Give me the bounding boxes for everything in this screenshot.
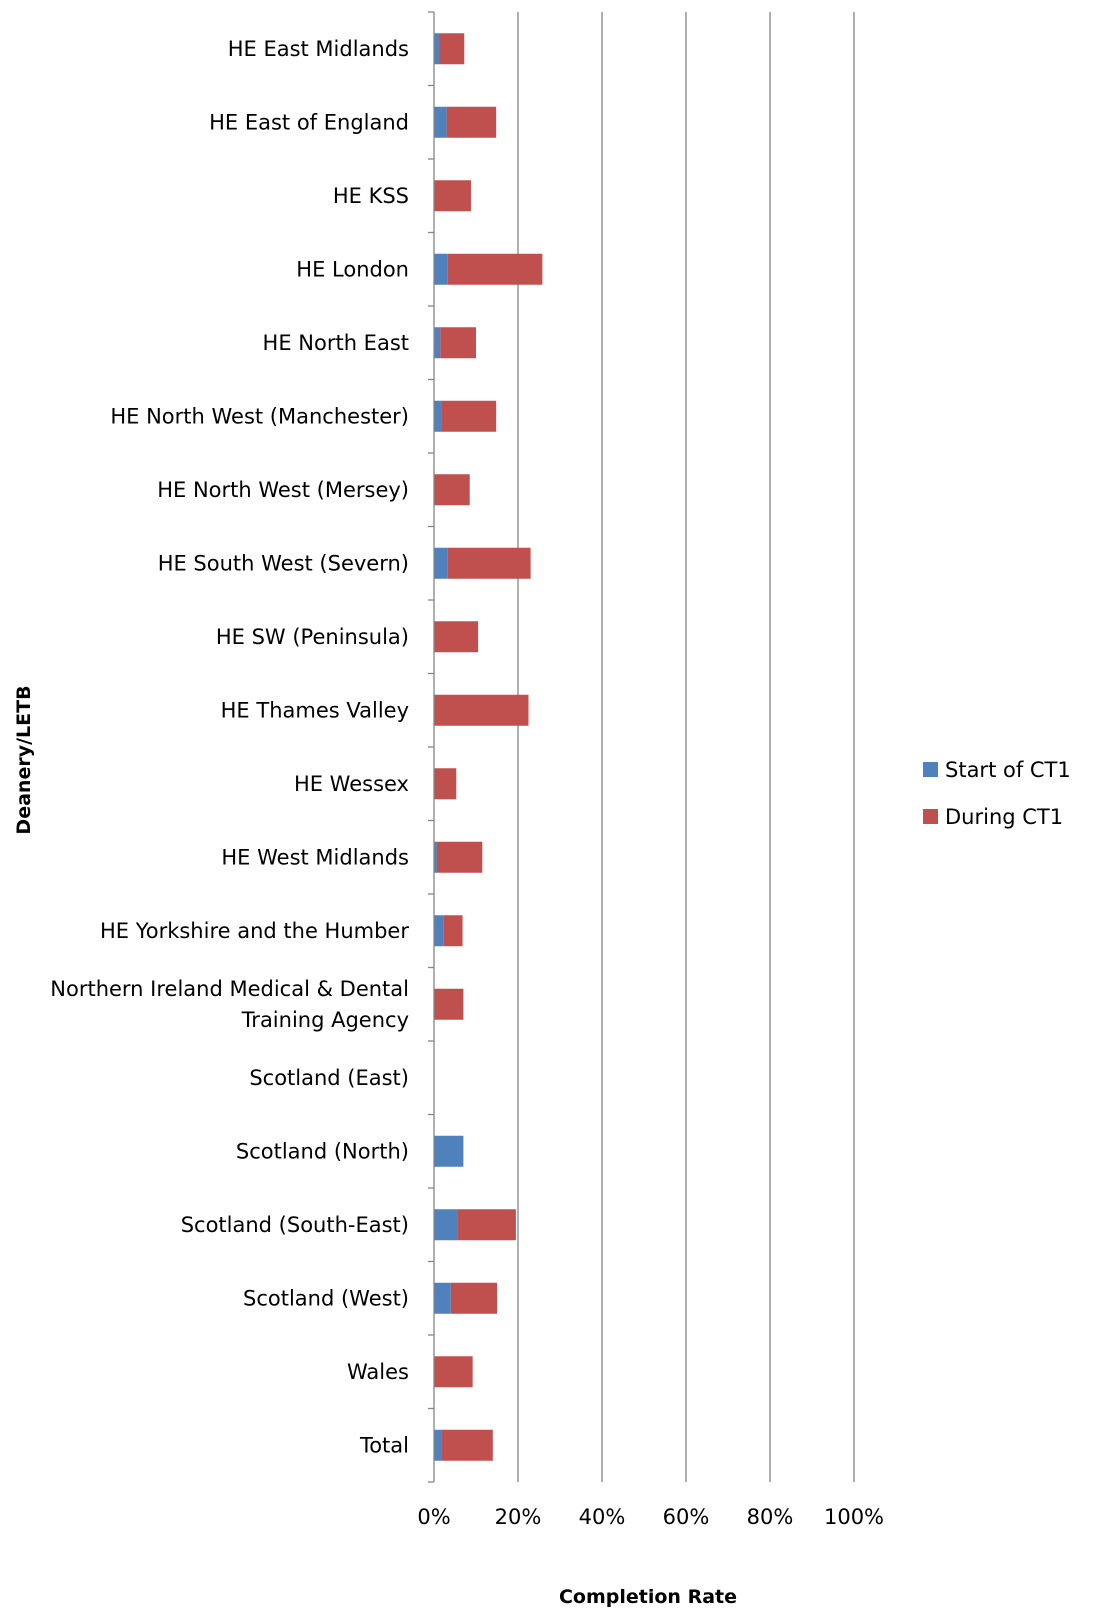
y-axis-title: Deanery/LETB: [13, 685, 35, 834]
bar-start-of-ct1: [434, 547, 448, 579]
bar-start-of-ct1: [434, 915, 444, 947]
category-label: HE West Midlands: [221, 845, 409, 869]
bar-during-ct1: [436, 841, 483, 873]
bar-during-ct1: [447, 253, 543, 285]
legend-swatch: [923, 809, 938, 824]
bar-start-of-ct1: [434, 1209, 458, 1241]
bar-during-ct1: [441, 400, 497, 432]
category-label: HE Yorkshire and the Humber: [100, 919, 409, 943]
category-label: HE North East: [263, 331, 409, 355]
bar-start-of-ct1: [434, 1429, 442, 1461]
category-label: HE SW (Peninsula): [216, 625, 409, 649]
x-tick-label: 20%: [495, 1505, 542, 1529]
bar-during-ct1: [434, 988, 464, 1020]
bar-start-of-ct1: [434, 1135, 464, 1167]
category-label: HE KSS: [333, 184, 409, 208]
bar-start-of-ct1: [434, 400, 442, 432]
legend-label: During CT1: [945, 805, 1063, 829]
bar-start-of-ct1: [434, 1282, 451, 1314]
bar-start-of-ct1: [434, 253, 448, 285]
bar-during-ct1: [440, 327, 476, 359]
x-tick-label: 0%: [417, 1505, 450, 1529]
bar-during-ct1: [434, 1356, 473, 1388]
bar-during-ct1: [457, 1209, 516, 1241]
bar-during-ct1: [439, 33, 465, 65]
legend-label: Start of CT1: [945, 758, 1071, 782]
bar-during-ct1: [441, 1429, 493, 1461]
category-label: Total: [359, 1433, 409, 1457]
x-tick-label: 80%: [747, 1505, 794, 1529]
bar-during-ct1: [434, 621, 479, 653]
category-label: HE Wessex: [294, 772, 409, 796]
category-label: Scotland (East): [249, 1066, 409, 1090]
gridlines: [517, 12, 855, 1482]
bar-during-ct1: [447, 547, 531, 579]
category-label: Scotland (South-East): [181, 1213, 409, 1237]
bar-start-of-ct1: [434, 33, 440, 65]
bar-during-ct1: [434, 474, 470, 506]
legend: Start of CT1 During CT1: [923, 758, 1071, 829]
category-label: Northern Ireland Medical & Dental Trainin…: [50, 977, 409, 1032]
category-label: Wales: [347, 1360, 409, 1384]
category-label: HE North West (Mersey): [157, 478, 409, 502]
bar-during-ct1: [443, 915, 463, 947]
bar-during-ct1: [446, 106, 497, 138]
bar-during-ct1: [450, 1282, 497, 1314]
bar-during-ct1: [434, 694, 529, 726]
x-tick-label: 60%: [663, 1505, 710, 1529]
category-label: HE Thames Valley: [221, 698, 409, 722]
bar-during-ct1: [434, 768, 457, 800]
category-label: HE North West (Manchester): [110, 404, 409, 428]
bar-during-ct1: [434, 180, 471, 212]
legend-swatch: [923, 762, 938, 777]
bar-start-of-ct1: [434, 327, 441, 359]
tick-labels: 0% 20% 40% 60% 80% 100%: [417, 1505, 884, 1529]
category-label: Scotland (North): [236, 1139, 409, 1163]
category-label: HE East Midlands: [228, 37, 409, 61]
x-axis-title: Completion Rate: [559, 1586, 737, 1608]
bar-start-of-ct1: [434, 106, 447, 138]
category-label: HE London: [296, 257, 409, 281]
category-labels: HE East Midlands HE East of England HE KSS…: [50, 37, 409, 1458]
bar-start-of-ct1: [434, 841, 437, 873]
axes: [428, 11, 435, 1483]
category-label: Scotland (West): [243, 1286, 409, 1310]
category-label: HE East of England: [209, 110, 409, 134]
category-label: HE South West (Severn): [158, 551, 409, 575]
bars: [434, 33, 543, 1461]
x-tick-label: 40%: [579, 1505, 626, 1529]
x-tick-label: 100%: [824, 1505, 884, 1529]
